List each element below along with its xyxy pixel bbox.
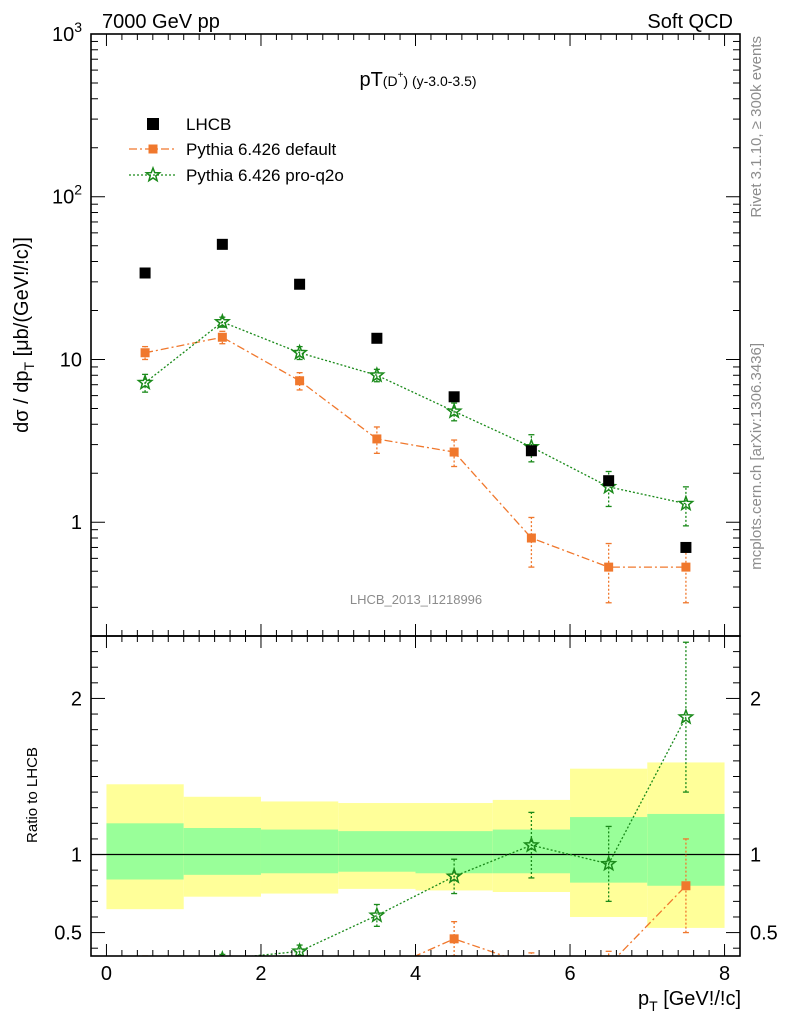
top-y-tick-label: 1 <box>71 512 82 534</box>
ratio-band-inner <box>415 831 493 874</box>
pro-q2o-point <box>368 366 386 383</box>
pro-q2o-ratio-point <box>445 867 463 884</box>
top-y-tick-base: 10 <box>60 349 82 371</box>
top-y-tick-exp: 2 <box>74 182 82 198</box>
lhcb-point <box>139 267 151 279</box>
pro-q2o-ratio-point <box>138 971 151 984</box>
pro-q2o-ratio-point <box>677 708 695 725</box>
x-axis-label: pT [GeV!/!c] <box>638 988 741 1014</box>
default-point <box>372 434 382 444</box>
pro-q2o-ratio-point <box>522 836 541 853</box>
ratio-band-inner <box>338 831 416 872</box>
top-y-tick-label: 102 <box>52 182 82 209</box>
pro-q2o-point <box>445 402 463 419</box>
default-series-line <box>144 336 686 568</box>
mcplots-label: mcplots.cern.ch [arXiv:1306.3436] <box>748 343 765 570</box>
legend-pro-q2o-marker <box>144 165 162 183</box>
ratio-band-inner <box>260 829 339 874</box>
title-sub: (D <box>383 73 398 89</box>
bottom-panel-marks <box>138 641 695 984</box>
pro-q2o-series-line <box>144 321 687 505</box>
x-tick-label: 8 <box>719 963 730 985</box>
lhcb-point <box>603 475 615 487</box>
pro-q2o-ratio-point <box>290 942 309 956</box>
lhcb-point <box>525 445 537 457</box>
bottom-y-tick-label-right: 2 <box>750 688 761 710</box>
chart-title: pT(D+) (y-3.0-3.5) <box>359 69 476 91</box>
pro-q2o-ratio-line <box>246 716 687 956</box>
ratio-band-inner <box>647 813 725 886</box>
default-ratio-point <box>372 969 381 978</box>
ratio-band-inner <box>183 828 261 875</box>
pro-q2o-point <box>213 312 232 330</box>
title-tail: ) (y-3.0-3.5) <box>403 73 476 89</box>
default-ratio-point <box>218 964 227 973</box>
default-point <box>449 447 459 457</box>
legend-lhcb-marker <box>147 118 159 130</box>
x-tick-label: 4 <box>410 963 421 985</box>
header-right: Soft QCD <box>647 11 733 33</box>
ylabel-tail: [μb/(GeV!/!c)] <box>11 237 33 362</box>
pro-q2o-point <box>677 494 695 512</box>
x-tick-label: 2 <box>255 963 266 985</box>
top-y-tick-exp: 3 <box>74 19 82 35</box>
bottom-y-tick-label-right: 0.5 <box>750 923 778 945</box>
pro-q2o-ratio-point <box>368 906 386 923</box>
pro-q2o-point <box>290 343 309 361</box>
ylabel-sub: T <box>21 362 37 371</box>
xlabel-tail: [GeV!/!c] <box>658 988 741 1010</box>
lhcb-point <box>680 541 692 553</box>
lhcb-point <box>294 278 306 290</box>
legend: LHCB Pythia 6.426 default Pythia 6.426 pro… <box>129 115 344 185</box>
x-tick-label: 6 <box>564 963 575 985</box>
lhcb-point <box>216 238 228 250</box>
default-point <box>526 533 536 543</box>
x-tick-label: 0 <box>101 963 112 985</box>
default-ratio-point <box>449 934 459 944</box>
default-ratio-point <box>295 966 304 975</box>
default-ratio-point <box>681 881 691 891</box>
legend-label: Pythia 6.426 default <box>186 140 337 159</box>
bottom-y-tick-label-left: 2 <box>71 688 82 710</box>
default-point <box>681 562 691 572</box>
pro-q2o-ratio-point <box>599 854 618 872</box>
default-ratio-point <box>527 961 536 970</box>
default-point <box>295 376 305 386</box>
ylabel-main: dσ / dp <box>11 371 33 433</box>
bottom-y-axis-label: Ratio to LHCB <box>24 747 41 843</box>
legend-label: LHCB <box>186 115 231 134</box>
top-panel-marks <box>136 238 695 604</box>
analysis-watermark: LHCB_2013_I1218996 <box>350 592 482 607</box>
default-point <box>140 348 150 358</box>
top-y-tick-label: 10 <box>60 349 82 371</box>
default-ratio-point <box>604 961 613 970</box>
title-main: pT <box>359 69 382 91</box>
header-left: 7000 GeV pp <box>102 11 220 33</box>
top-y-tick-base: 10 <box>52 24 74 46</box>
ratio-band-inner <box>106 823 184 880</box>
rivet-label: Rivet 3.1.10, ≥ 300k events <box>748 36 765 218</box>
top-y-axis-label: dσ / dpT [μb/(GeV!/!c)] <box>11 237 37 433</box>
top-y-tick-base: 1 <box>71 512 82 534</box>
default-ratio-point <box>141 956 150 965</box>
pro-q2o-point <box>136 373 154 391</box>
legend-label: Pythia 6.426 pro-q2o <box>186 166 344 185</box>
bottom-y-tick-label-left: 0.5 <box>54 923 82 945</box>
bottom-y-tick-label-left: 1 <box>71 845 82 867</box>
default-point <box>604 562 614 572</box>
title-sup: + <box>398 70 404 81</box>
legend-default-marker <box>148 144 158 154</box>
xlabel-sub: T <box>649 998 658 1014</box>
lhcb-point <box>371 332 383 344</box>
lhcb-point <box>448 391 460 403</box>
top-y-tick-label: 103 <box>52 19 82 46</box>
pro-q2o-ratio-point <box>220 949 225 956</box>
xlabel-main: p <box>638 988 649 1010</box>
default-point <box>217 332 227 342</box>
top-y-tick-base: 10 <box>52 187 74 209</box>
bottom-y-tick-label-right: 1 <box>750 845 761 867</box>
